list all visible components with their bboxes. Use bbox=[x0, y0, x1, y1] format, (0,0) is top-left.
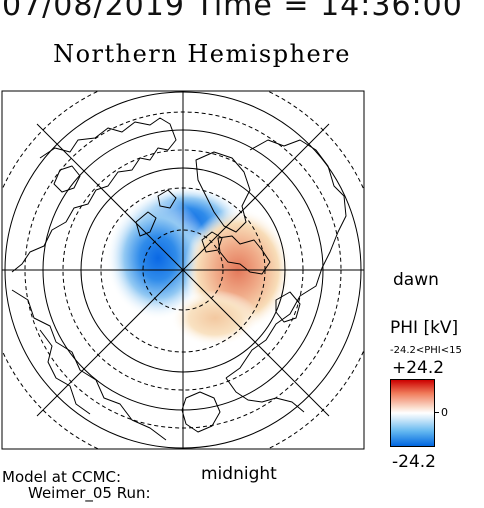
coastline-east-asia bbox=[39, 329, 91, 415]
positive-potential-tail bbox=[171, 290, 259, 346]
coastline-arctic-islands bbox=[217, 235, 271, 275]
datetime-title: 07/08/2019 Time = 14:36:00 bbox=[2, 0, 463, 23]
model-credit-line1: Model at CCMC: bbox=[2, 468, 122, 486]
coastline-novaya-zemlya bbox=[135, 211, 157, 237]
colorbar-max-label: +24.2 bbox=[392, 358, 445, 378]
colorbar-zero-tick bbox=[434, 412, 439, 413]
hemisphere-title: Northern Hemisphere bbox=[53, 40, 351, 68]
map-frame bbox=[1, 90, 365, 450]
polar-map bbox=[1, 90, 365, 450]
coastline-pacific bbox=[225, 377, 305, 413]
colorbar-min-label: -24.2 bbox=[392, 452, 436, 472]
coastline-hudson bbox=[275, 291, 301, 323]
coastline-alaska bbox=[181, 391, 221, 433]
negative-potential-cell-core bbox=[106, 196, 210, 320]
coastline-greenland bbox=[195, 151, 251, 233]
colorbar-range: -24.2<PHI<15 bbox=[390, 345, 462, 356]
coastline-eurasia bbox=[11, 117, 177, 273]
dawn-label: dawn bbox=[393, 270, 439, 290]
coastline-scandinavia bbox=[53, 165, 81, 193]
coastline-siberia bbox=[11, 289, 167, 441]
colorbar-quantity: PHI [kV] bbox=[390, 318, 459, 338]
meridian-diagonal-2 bbox=[36, 123, 330, 417]
colorbar-zero-label: 0 bbox=[441, 406, 448, 419]
coastline-north-america bbox=[225, 139, 347, 379]
colorbar bbox=[390, 379, 435, 447]
model-credit-line2: Weimer_05 Run: bbox=[28, 484, 151, 502]
coastline-canadian-archipelago bbox=[201, 231, 223, 253]
coastline-svalbard bbox=[157, 189, 177, 209]
midnight-label: midnight bbox=[201, 464, 277, 484]
